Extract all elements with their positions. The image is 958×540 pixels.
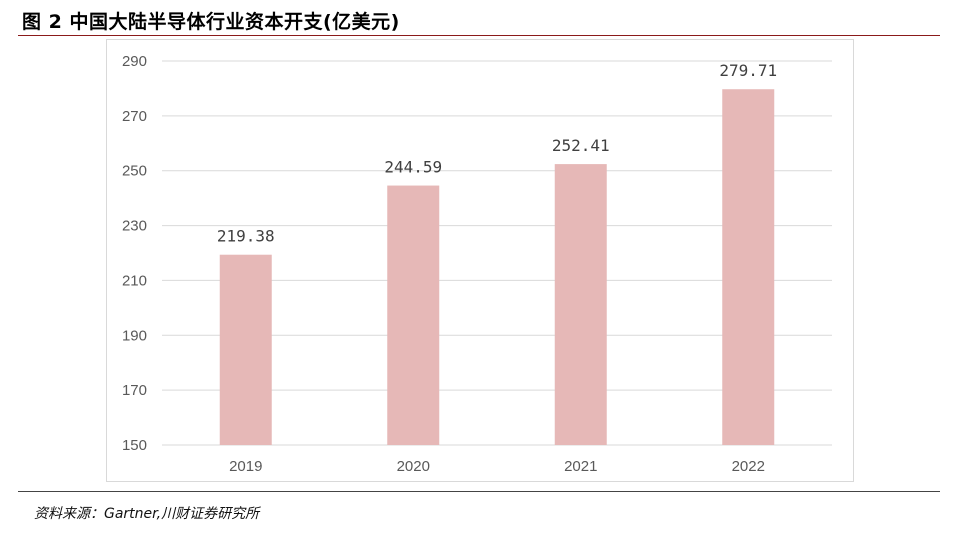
- bar-2019: [219, 254, 272, 445]
- y-tick-label: 270: [122, 108, 147, 125]
- x-axis-categories: 2019 2020 2021 2022: [229, 458, 765, 475]
- y-axis-ticks: 150 170 190 210 230 250 270 290: [122, 53, 147, 454]
- x-category-label: 2020: [397, 458, 430, 475]
- data-label-2021: 252.41: [552, 136, 610, 155]
- y-tick-label: 210: [122, 272, 147, 289]
- y-tick-label: 250: [122, 163, 147, 180]
- bar-2020: [387, 185, 440, 445]
- source-note: 资料来源：Gartner,川财证券研究所: [34, 506, 260, 522]
- footer-rule: [18, 491, 940, 492]
- x-category-label: 2019: [229, 458, 262, 475]
- y-tick-label: 290: [122, 53, 147, 70]
- y-tick-label: 170: [122, 382, 147, 399]
- gridlines: [162, 60, 832, 446]
- bar-2021: [554, 164, 607, 445]
- x-category-label: 2022: [732, 458, 765, 475]
- data-label-2022: 279.71: [719, 61, 777, 80]
- bar-2022: [722, 89, 775, 445]
- figure-title: 图 2 中国大陆半导体行业资本开支(亿美元): [22, 11, 400, 33]
- title-rule: [18, 35, 940, 36]
- data-labels: 219.38 244.59 252.41 279.71: [217, 61, 777, 245]
- data-label-2020: 244.59: [384, 158, 442, 177]
- x-category-label: 2021: [564, 458, 597, 475]
- y-tick-label: 230: [122, 218, 147, 235]
- data-label-2019: 219.38: [217, 227, 275, 246]
- y-tick-label: 190: [122, 327, 147, 344]
- y-tick-label: 150: [122, 437, 147, 454]
- bars: [219, 89, 775, 445]
